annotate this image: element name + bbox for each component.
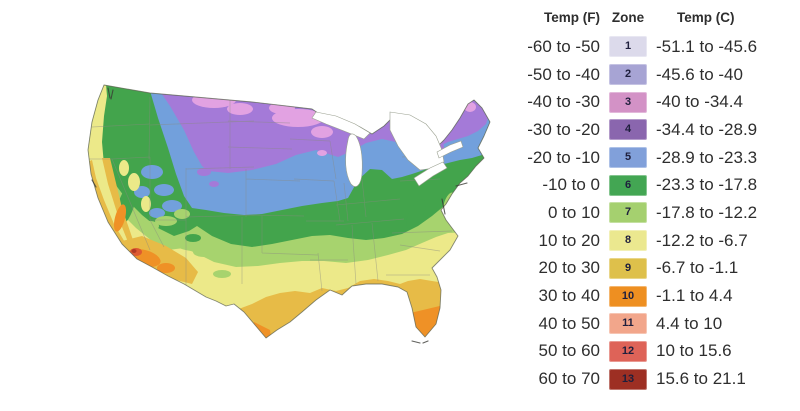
legend-header-temp-c: Temp (C) [677,9,735,25]
legend-zone-number: 12 [621,344,635,357]
legend-zone-swatch: 1 [609,36,647,58]
legend-row: 50 to 60 12 10 to 15.6 [500,338,796,366]
legend-temp-c-value: 4.4 to 10 [656,313,723,333]
legend-temp-f-value: -40 to -30 [527,92,600,112]
lake-superior [311,111,371,140]
legend-temp-c-value: -40 to -34.4 [656,92,743,112]
legend-row: 0 to 10 7 -17.8 to -12.2 [500,199,796,227]
legend-row: 20 to 30 9 -6.7 to -1.1 [500,255,796,283]
lake-ontario [436,140,464,159]
legend-zone-swatch: 8 [609,230,647,252]
legend-zone-swatch: 9 [609,257,647,279]
legend-row: -30 to -20 4 -34.4 to -28.9 [500,116,796,144]
legend-zone-number: 2 [624,68,632,81]
legend-temp-c-value: -1.1 to 4.4 [656,286,733,306]
legend-zone-number: 7 [624,206,632,219]
lake-erie [413,161,448,187]
legend-row: -60 to -50 1 -51.1 to -45.6 [500,33,796,61]
legend-zone-swatch: 7 [609,202,647,224]
legend-zone-swatch: 6 [609,174,647,196]
legend-temp-c-value: -51.1 to -45.6 [656,36,758,56]
legend-zone-swatch: 2 [609,64,647,86]
legend-zone-number: 10 [621,289,635,302]
legend-temp-f-value: -30 to -20 [527,119,600,139]
us-hardiness-map [87,84,491,344]
legend-row: -10 to 0 6 -23.3 to -17.8 [500,171,796,199]
legend-temp-c-value: 10 to 15.6 [656,341,732,361]
legend-temp-f-value: -50 to -40 [527,64,600,84]
legend: Temp (F) Zone Temp (C) -60 to -50 1 -51.… [500,6,796,393]
legend-zone-number: 5 [624,151,632,164]
legend-row: 10 to 20 8 -12.2 to -6.7 [500,227,796,255]
legend-zone-swatch: 13 [609,368,647,390]
legend-temp-c-value: -12.2 to -6.7 [656,230,748,250]
legend-temp-f-value: 10 to 20 [538,230,600,250]
legend-temp-c-value: -45.6 to -40 [656,64,743,84]
legend-temp-f-value: -20 to -10 [527,147,600,167]
coastal-detail-marks [91,87,468,344]
zone-bands [88,85,490,338]
legend-row: 30 to 40 10 -1.1 to 4.4 [500,282,796,310]
legend-zone-swatch: 12 [609,340,647,362]
legend-temp-c-value: -28.9 to -23.3 [656,147,758,167]
legend-temp-f-value: -10 to 0 [542,175,600,195]
legend-zone-swatch: 4 [609,119,647,141]
legend-zone-number: 13 [621,372,635,385]
legend-zone-number: 1 [624,40,632,53]
legend-zone-number: 4 [624,123,632,136]
central-valley-gold [102,158,142,254]
legend-zone-swatch: 3 [609,91,647,113]
legend-temp-f-value: 30 to 40 [538,286,600,306]
legend-row: 40 to 50 11 4.4 to 10 [500,310,796,338]
legend-row: -40 to -30 3 -40 to -34.4 [500,88,796,116]
legend-temp-f-value: 0 to 10 [548,202,600,222]
legend-header-zone: Zone [611,9,645,25]
legend-row: 60 to 70 13 15.6 to 21.1 [500,365,796,393]
legend-temp-c-value: -34.4 to -28.9 [656,119,758,139]
lake-michigan [345,133,363,187]
legend-temp-f-value: 60 to 70 [538,369,600,389]
legend-header: Temp (F) Zone Temp (C) [500,6,796,28]
coast-gold-strip [88,160,133,259]
legend-zone-number: 8 [624,234,632,247]
legend-row: -50 to -40 2 -45.6 to -40 [500,61,796,89]
legend-temp-c-value: -23.3 to -17.8 [656,175,758,195]
legend-row: -20 to -10 5 -28.9 to -23.3 [500,144,796,172]
legend-zone-number: 9 [624,261,632,274]
legend-zone-swatch: 5 [609,147,647,169]
legend-zone-number: 11 [622,317,634,330]
legend-temp-f-value: -60 to -50 [527,36,600,56]
legend-zone-swatch: 10 [609,285,647,307]
legend-zone-number: 6 [624,178,632,191]
legend-temp-f-value: 40 to 50 [538,313,600,333]
legend-temp-c-value: -17.8 to -12.2 [656,202,758,222]
legend-zone-number: 3 [624,95,632,108]
legend-temp-c-value: -6.7 to -1.1 [656,258,739,278]
legend-rows: -60 to -50 1 -51.1 to -45.6 -50 to -40 2… [500,33,796,393]
legend-temp-f-value: 50 to 60 [538,341,600,361]
legend-temp-c-value: 15.6 to 21.1 [656,369,746,389]
legend-header-temp-f: Temp (F) [544,9,600,25]
great-lakes [311,111,464,187]
legend-zone-swatch: 11 [609,313,647,335]
legend-temp-f-value: 20 to 30 [538,258,600,278]
